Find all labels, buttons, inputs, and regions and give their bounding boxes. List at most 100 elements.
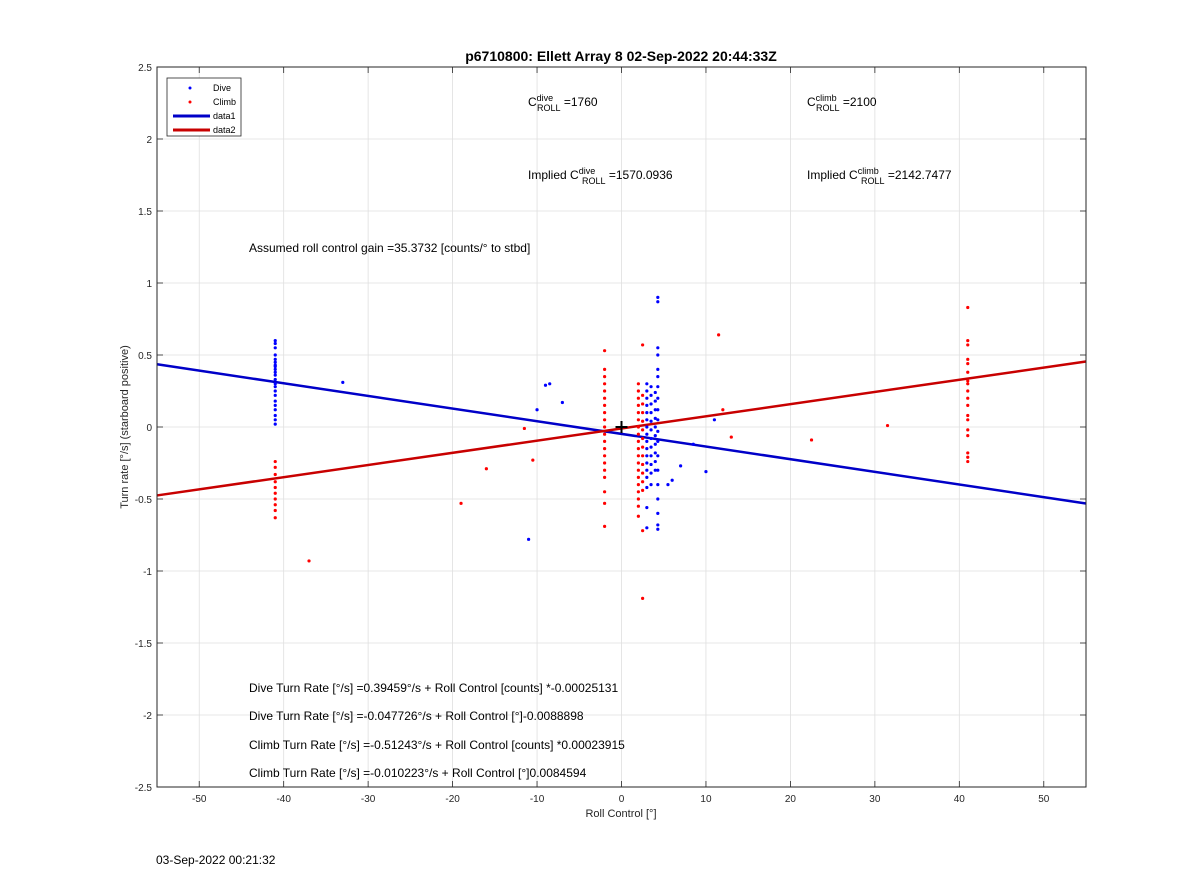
point-climb xyxy=(641,411,645,415)
point-dive xyxy=(273,373,277,377)
point-dive xyxy=(273,346,277,350)
point-dive xyxy=(273,389,277,393)
point-climb xyxy=(966,305,970,310)
point-dive xyxy=(649,454,653,458)
point-climb xyxy=(603,403,607,407)
point-dive xyxy=(273,364,277,369)
point-climb xyxy=(641,454,645,458)
point-climb xyxy=(531,458,535,462)
point-climb xyxy=(641,436,645,441)
x-tick-label: -20 xyxy=(445,794,460,805)
point-dive xyxy=(656,439,660,443)
point-dive xyxy=(656,429,660,433)
point-climb xyxy=(966,434,970,438)
point-climb xyxy=(636,504,640,508)
y-tick-label: -1 xyxy=(143,567,152,578)
implied-dive-sub: ROLL xyxy=(582,176,606,186)
point-climb xyxy=(603,468,607,472)
c-dive-sup: dive xyxy=(537,93,554,103)
point-dive xyxy=(649,445,653,449)
point-climb xyxy=(603,501,607,505)
point-climb xyxy=(636,411,640,415)
point-climb xyxy=(636,418,640,422)
point-climb xyxy=(636,382,640,386)
point-climb xyxy=(636,483,640,487)
implied-dive-prefix: Implied xyxy=(528,168,570,182)
point-dive xyxy=(653,408,657,412)
point-climb xyxy=(484,467,488,471)
y-tick-label: -1.5 xyxy=(135,639,153,650)
implied-climb-value: =2142.7477 xyxy=(885,168,952,182)
point-climb xyxy=(885,423,890,428)
implied-dive-value: =1570.0936 xyxy=(606,168,673,182)
point-dive xyxy=(273,357,277,361)
point-dive xyxy=(656,385,660,389)
point-climb xyxy=(966,362,970,366)
plot-area xyxy=(156,295,1087,600)
point-climb xyxy=(636,454,640,458)
c-dive-annotation: Cdive ROLL =1760 xyxy=(528,93,598,113)
legend-climb-marker xyxy=(188,100,192,104)
point-climb xyxy=(603,447,607,451)
point-dive xyxy=(656,523,660,527)
point-dive xyxy=(653,399,657,403)
y-tick-label: 0.5 xyxy=(138,351,152,362)
y-tick-label: 2 xyxy=(146,135,152,146)
point-climb xyxy=(966,357,970,361)
point-climb xyxy=(636,439,640,443)
point-dive xyxy=(645,418,649,422)
point-climb xyxy=(273,503,277,507)
point-climb xyxy=(273,472,277,477)
c-dive-sub: ROLL xyxy=(537,103,561,113)
point-climb xyxy=(641,402,645,406)
point-climb xyxy=(459,501,463,505)
point-climb xyxy=(641,480,645,484)
point-dive xyxy=(656,295,660,299)
point-climb xyxy=(603,425,607,429)
point-dive xyxy=(649,471,653,475)
fit-line-data1 xyxy=(156,363,1087,505)
point-dive xyxy=(645,425,649,429)
point-dive xyxy=(535,408,539,412)
x-tick-label: -10 xyxy=(530,794,545,805)
y-tick-label: 0 xyxy=(146,423,152,434)
legend: Dive Climb data1 data2 xyxy=(166,77,242,137)
point-dive xyxy=(273,353,277,357)
footer-timestamp: 03-Sep-2022 00:21:32 xyxy=(156,853,276,867)
point-climb xyxy=(809,438,814,442)
point-climb xyxy=(603,418,607,422)
point-climb xyxy=(636,432,640,436)
point-dive xyxy=(653,434,657,438)
point-climb xyxy=(641,419,645,423)
point-climb xyxy=(603,389,607,393)
point-climb xyxy=(966,428,970,432)
equation-3: Climb Turn Rate [°/s] =-0.51243°/s + Rol… xyxy=(249,738,625,752)
point-climb xyxy=(641,393,645,397)
point-climb xyxy=(641,445,645,449)
point-climb xyxy=(273,480,277,484)
point-dive xyxy=(670,478,674,482)
point-dive xyxy=(645,389,649,393)
point-climb xyxy=(603,475,607,479)
point-climb xyxy=(636,389,640,393)
point-climb xyxy=(603,396,607,400)
point-climb xyxy=(273,485,277,490)
point-dive xyxy=(656,418,660,422)
point-dive xyxy=(656,483,660,487)
chart-title: p6710800: Ellett Array 8 02-Sep-2022 20:… xyxy=(465,48,777,64)
c-climb-base: C xyxy=(807,95,816,109)
point-dive xyxy=(656,346,660,350)
point-dive xyxy=(679,464,683,468)
point-climb xyxy=(721,408,725,412)
point-dive xyxy=(645,432,649,436)
point-dive xyxy=(273,367,277,371)
x-tick-label: -30 xyxy=(361,794,376,805)
c-dive-value: =1760 xyxy=(561,95,598,109)
point-climb xyxy=(636,461,640,465)
y-tick-label: -2.5 xyxy=(135,783,153,794)
axis-ticks: -50 -40 -30 -20 -10 0 10 20 30 40 50 2.5 2 1.5 1 0.5 0 -0… xyxy=(135,63,1086,805)
point-dive xyxy=(645,454,649,458)
point-dive xyxy=(656,408,660,412)
point-dive xyxy=(656,511,660,515)
